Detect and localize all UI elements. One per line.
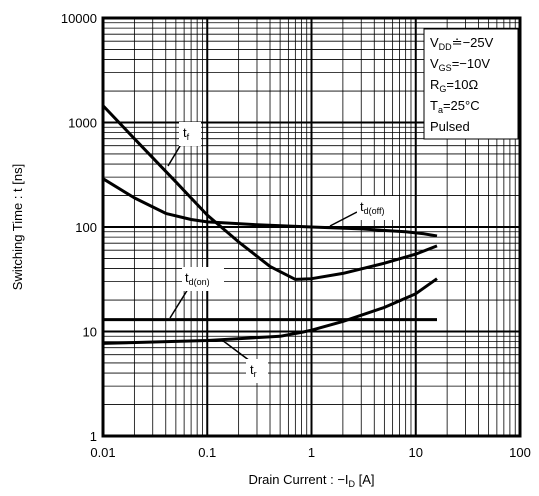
x-tick-label: 0.1 [198,445,216,460]
y-tick-label: 1 [90,429,97,444]
y-tick-label: 10000 [61,11,97,26]
x-axis-label: Drain Current : −ID [A] [248,472,374,489]
condition-line: VGS=−10V [430,56,490,73]
series-label-tr: tr [250,362,257,379]
x-tick-label: 100 [509,445,531,460]
series-label-tdoff: td(off) [360,199,384,216]
series-label-tdon: td(on) [185,270,210,287]
series-lines [101,104,438,345]
conditions-box: VDD≐−25V VGS=−10V RG=10Ω Ta=25°C Pulsed [423,28,519,140]
leader-line [329,211,358,227]
leader-line [169,288,189,319]
y-tick-labels: 1 10 100 1000 10000 [61,11,97,444]
x-tick-label: 10 [409,445,423,460]
series-line-tdoff [102,177,438,238]
y-tick-label: 1000 [68,116,97,131]
x-tick-label: 0.01 [90,445,115,460]
series-label-bg [357,196,395,220]
y-tick-label: 100 [75,220,97,235]
conditions-box-bg [423,28,519,140]
plot-border [101,16,522,438]
x-tick-label: 1 [308,445,315,460]
series-labels: tf td(off) td(on) tr [167,122,395,383]
series-line-tr [102,277,438,345]
condition-line: VDD≐−25V [430,35,494,52]
series-label-bg [246,359,268,383]
condition-line: Pulsed [430,119,470,134]
series-label-bg [182,267,224,291]
y-tick-label: 10 [83,325,97,340]
condition-line: Ta=25°C [430,98,480,115]
x-tick-labels: 0.01 0.1 1 10 100 [90,445,531,460]
grid-lines [102,18,520,437]
leader-line [221,339,251,362]
series-line-tf [101,104,438,281]
series-label-tf: tf [183,125,190,142]
y-axis-label: Switching Time : t [ns] [10,164,25,290]
series-label-bg [179,122,201,146]
condition-line: RG=10Ω [430,77,478,94]
